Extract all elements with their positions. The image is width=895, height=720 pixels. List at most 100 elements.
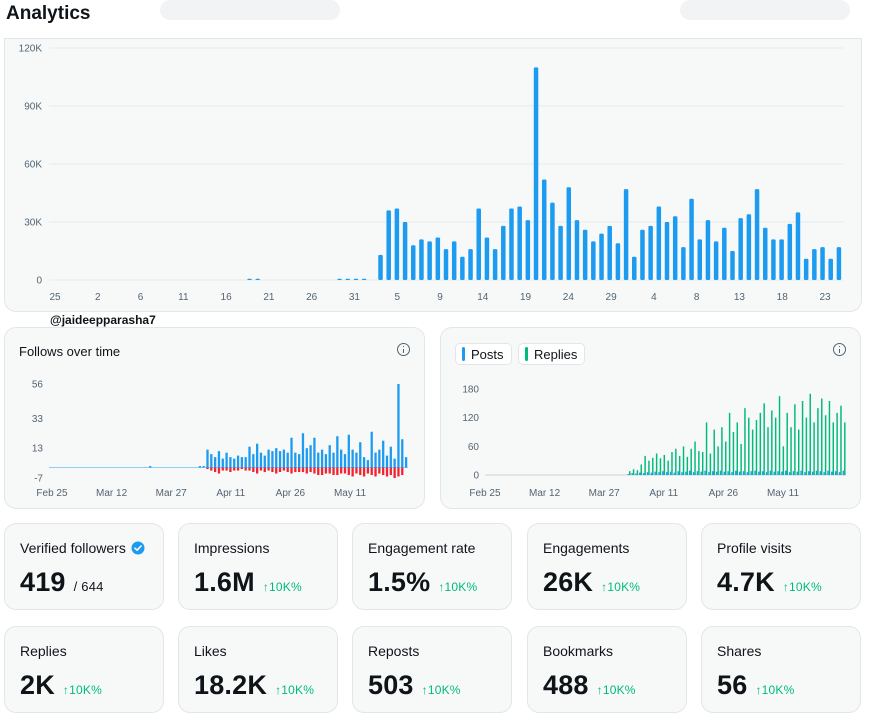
follows-bar: [259, 452, 263, 468]
metric-total: / 644: [73, 579, 104, 594]
info-icon[interactable]: [397, 343, 410, 356]
metric-label: Verified followers: [20, 540, 145, 556]
follows-card-title: Follows over time: [19, 344, 121, 359]
posts-bar: [742, 471, 745, 475]
unfollows-bar: [340, 467, 343, 474]
posts-bar: [804, 472, 806, 475]
bar: [427, 241, 432, 280]
x-tick-label: May 11: [334, 488, 366, 499]
posts-bar: [788, 472, 791, 475]
bar: [697, 239, 703, 280]
posts-bar: [738, 471, 741, 475]
metric-card-shares[interactable]: Shares 56 ↑10K%: [701, 626, 861, 713]
metric-card-verified-followers[interactable]: Verified followers 419 / 644: [4, 523, 164, 610]
replies-bar: [797, 429, 800, 475]
replies-bar: [713, 429, 715, 475]
unfollows-bar: [290, 467, 293, 474]
unfollows-bar: [248, 467, 251, 471]
follows-bar-chart: 56 33 13 -7 Feb 25 Mar 12 Mar 27 Apr 11 Apr 26 Ma…: [32, 380, 408, 499]
bar: [582, 229, 588, 280]
x-tick-label: Mar 12: [96, 488, 128, 499]
bar: [533, 67, 539, 280]
posts-bar: [815, 470, 818, 475]
posts-replies-card: Posts Replies 180 120 60 0 Feb 25 Mar 12 Mar 2…: [440, 327, 861, 509]
metric-change: ↑10K%: [755, 683, 795, 697]
bar: [623, 189, 629, 280]
unfollows-bar: [301, 467, 305, 473]
replies-bar: [667, 460, 669, 475]
bar: [722, 227, 727, 280]
info-icon[interactable]: [833, 343, 846, 356]
metric-card-profile-visits[interactable]: Profile visits 4.7K ↑10K%: [701, 523, 861, 610]
metric-card-likes[interactable]: Likes 18.2K ↑10K%: [178, 626, 338, 713]
follows-bar: [240, 457, 244, 468]
legend-replies[interactable]: Replies: [518, 343, 586, 365]
follows-bar: [298, 454, 301, 468]
header-control-placeholder-right[interactable]: [680, 0, 850, 20]
replies-bar: [821, 398, 823, 475]
follows-bar: [275, 448, 278, 468]
legend-posts[interactable]: Posts: [455, 343, 512, 365]
metric-value-row: 26K ↑10K%: [543, 567, 640, 598]
posts-bar: [696, 471, 699, 475]
bar: [640, 229, 645, 280]
unfollows-bar: [217, 467, 221, 474]
posts-bar: [654, 471, 656, 475]
posts-bar: [665, 472, 668, 475]
posts-bar: [669, 471, 672, 475]
bar: [460, 256, 465, 280]
metric-card-replies[interactable]: Replies 2K ↑10K%: [4, 626, 164, 713]
replies-bar: [844, 422, 846, 475]
replies-bar: [786, 412, 788, 475]
posts-bar: [662, 471, 664, 475]
replies-bar: [755, 420, 758, 475]
metric-change: ↑10K%: [782, 580, 822, 594]
follows-bar: [324, 454, 328, 468]
posts-bar: [689, 470, 691, 475]
x-tick-label: 18: [777, 292, 789, 303]
follows-bar: [252, 454, 255, 468]
x-tick-label: 6: [138, 292, 144, 303]
unfollows-bar: [382, 467, 385, 476]
header-control-placeholder[interactable]: [160, 0, 340, 20]
metric-card-engagements[interactable]: Engagements 26K ↑10K%: [527, 523, 687, 610]
follows-bar: [351, 449, 354, 468]
bar: [517, 206, 522, 280]
bar: [828, 258, 833, 280]
unfollows-bar: [282, 467, 286, 471]
metric-card-reposts[interactable]: Reposts 503 ↑10K%: [352, 626, 512, 713]
metric-label-text: Verified followers: [20, 540, 126, 556]
metric-card-engagement-rate[interactable]: Engagement rate 1.5% ↑10K%: [352, 523, 512, 610]
x-tick-label: 14: [477, 292, 489, 303]
follows-bar: [210, 454, 213, 468]
unfollows-bar: [229, 467, 232, 473]
unfollows-bar: [385, 467, 389, 477]
unfollows-bar: [255, 467, 259, 474]
follows-bar: [359, 442, 362, 468]
follows-bar: [290, 437, 293, 468]
follows-bar: [313, 437, 316, 468]
posts-bar: [708, 472, 710, 475]
follows-bar: [393, 458, 396, 468]
bar: [386, 210, 391, 280]
posts-bar: [719, 470, 722, 475]
follows-bar: [294, 452, 297, 468]
bar: [779, 239, 784, 280]
follows-bar: [355, 452, 358, 468]
replies-bar: [698, 451, 700, 475]
metric-change: ↑10K%: [62, 683, 102, 697]
bar: [435, 237, 441, 280]
follows-bar: [217, 451, 221, 468]
bar: [509, 208, 514, 280]
follows-bar: [340, 449, 343, 468]
metric-card-impressions[interactable]: Impressions 1.6M ↑10K%: [178, 523, 338, 610]
y-tick-label: 60: [468, 442, 480, 453]
unfollows-bar: [271, 467, 274, 473]
metric-card-bookmarks[interactable]: Bookmarks 488 ↑10K%: [527, 626, 687, 713]
posts-bar: [823, 472, 825, 475]
unfollows-bar: [347, 467, 350, 476]
x-tick-label: Mar 27: [589, 488, 621, 499]
unfollows-bar: [355, 467, 358, 474]
bar: [443, 249, 449, 280]
unfollows-bar: [213, 467, 217, 473]
